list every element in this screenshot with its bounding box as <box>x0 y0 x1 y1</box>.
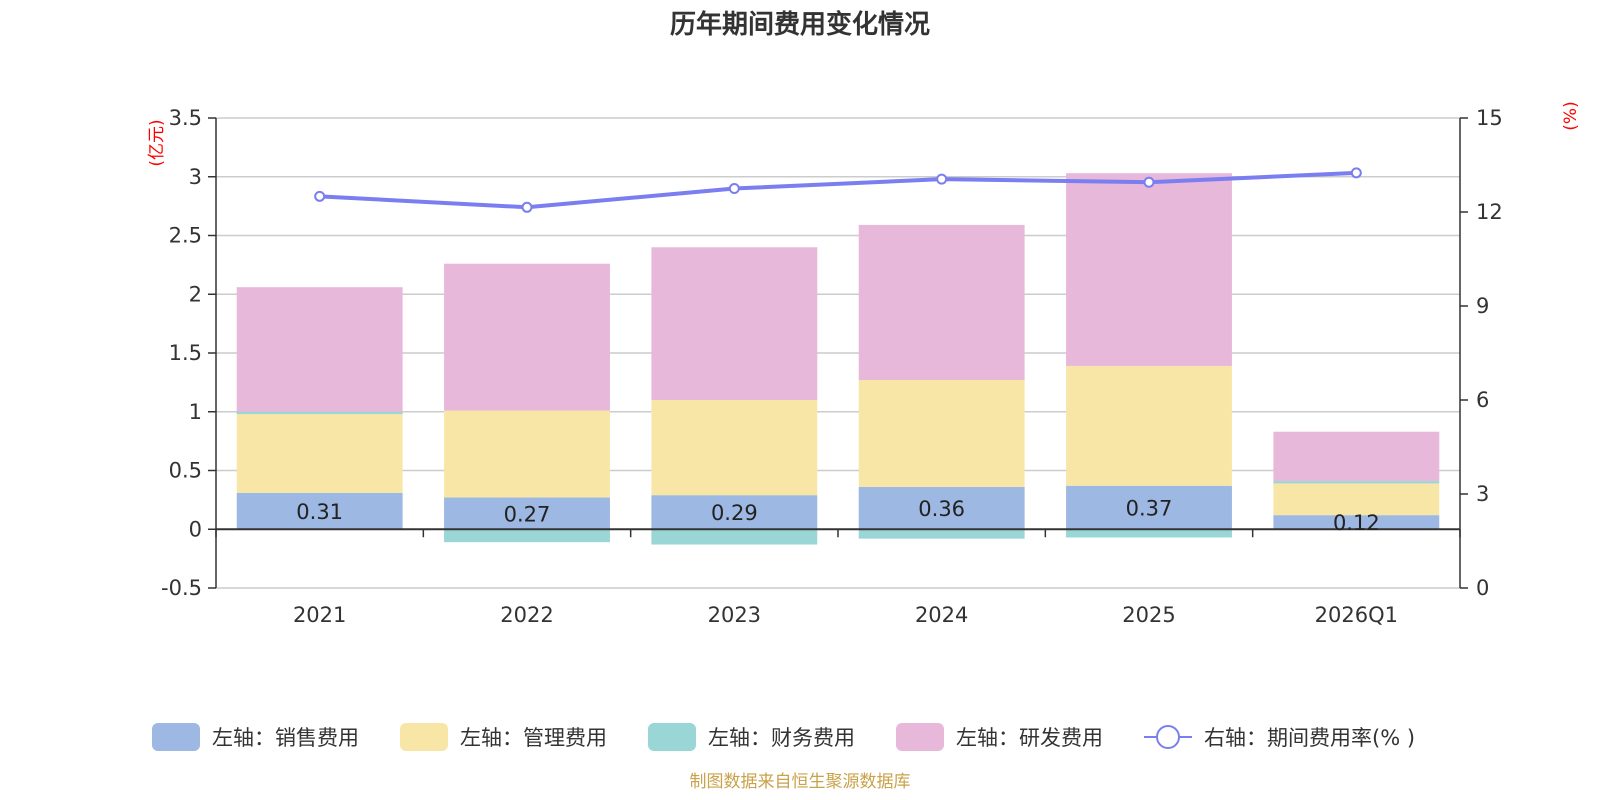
data-label: 0.37 <box>1126 497 1173 521</box>
right-axis-tick-label: 9 <box>1476 294 1489 318</box>
bar-segment-2 <box>858 380 1025 487</box>
legend-label-5: 右轴：期间费用率(% ) <box>1204 726 1415 750</box>
data-label: 0.12 <box>1333 511 1380 535</box>
bar-segment-2 <box>444 410 610 498</box>
rate-line <box>319 170 1357 210</box>
left-axis-tick-label: 2.5 <box>169 224 202 248</box>
legend-swatch-4 <box>896 723 944 751</box>
bar-segment-3 <box>444 529 610 543</box>
x-axis-tick-label: 2022 <box>500 603 553 627</box>
left-axis-tick-label: 1 <box>189 400 202 424</box>
left-axis-tick-label: 0 <box>189 517 202 541</box>
bar-segment-1 <box>444 497 610 530</box>
bar-segment-4 <box>1273 431 1440 482</box>
bar-segment-4 <box>1066 173 1232 366</box>
bar-segment-1 <box>858 486 1025 530</box>
data-source-note: 制图数据来自恒生聚源数据库 <box>690 772 911 792</box>
rate-point <box>314 190 326 202</box>
right-axis-tick-label: 0 <box>1476 576 1489 600</box>
bar-segment-3 <box>1273 481 1440 484</box>
bar-segment-4 <box>236 287 403 412</box>
rate-point <box>1143 176 1155 188</box>
bar-segment-1 <box>651 495 818 530</box>
left-axis-tick-label: -0.5 <box>161 576 202 600</box>
bar-segment-1 <box>1273 515 1440 530</box>
bar-segment-1 <box>236 492 403 530</box>
bar-segment-3 <box>1066 529 1232 538</box>
bar-segment-2 <box>236 414 403 493</box>
right-axis-unit: (%) <box>1561 101 1581 130</box>
legend-label-2: 左轴：管理费用 <box>460 726 607 750</box>
right-axis-tick-label: 6 <box>1476 388 1489 412</box>
chart-title: 历年期间费用变化情况 <box>670 9 930 40</box>
bar-segment-3 <box>236 411 403 415</box>
data-label: 0.27 <box>504 502 551 526</box>
left-axis-tick-label: 0.5 <box>169 459 202 483</box>
x-axis-tick-label: 2021 <box>293 603 346 627</box>
legend-label-4: 左轴：研发费用 <box>956 726 1103 750</box>
rate-point <box>1350 167 1362 179</box>
legend-label-3: 左轴：财务费用 <box>708 726 855 750</box>
rate-point <box>521 201 533 213</box>
bar-segment-2 <box>651 400 818 496</box>
bar-segment-4 <box>444 263 610 411</box>
left-axis-tick-label: 1.5 <box>169 341 202 365</box>
data-label: 0.31 <box>296 500 343 524</box>
right-axis-tick-label: 15 <box>1476 106 1503 130</box>
x-axis-tick-label: 2024 <box>915 603 968 627</box>
right-axis-tick-label: 3 <box>1476 482 1489 506</box>
left-axis-tick-label: 3 <box>189 165 202 189</box>
bar-segment-4 <box>651 247 818 400</box>
legend-swatch-2 <box>400 723 448 751</box>
rate-point <box>936 173 948 185</box>
x-axis-tick-label: 2023 <box>708 603 761 627</box>
data-label: 0.36 <box>918 497 965 521</box>
bar-segment-3 <box>651 529 818 545</box>
left-axis-unit: (亿元) <box>147 119 167 166</box>
left-axis-tick-label: 2 <box>189 282 202 306</box>
x-axis-tick-label: 2025 <box>1122 603 1175 627</box>
bar-segment-3 <box>858 529 1025 539</box>
legend-line-marker <box>1156 725 1180 749</box>
bar-segment-4 <box>858 224 1025 381</box>
legend-swatch-3 <box>648 723 696 751</box>
rate-point <box>728 183 740 194</box>
bar-segment-2 <box>1066 365 1232 486</box>
x-axis-tick-label: 2026Q1 <box>1315 603 1398 627</box>
bar-segment-1 <box>1066 485 1232 530</box>
right-axis-tick-label: 12 <box>1476 200 1503 224</box>
data-label: 0.29 <box>711 501 758 525</box>
bar-segment-2 <box>1273 483 1440 516</box>
legend-label-1: 左轴：销售费用 <box>212 726 359 750</box>
legend-swatch-1 <box>152 723 200 751</box>
left-axis-tick-label: 3.5 <box>169 106 202 130</box>
